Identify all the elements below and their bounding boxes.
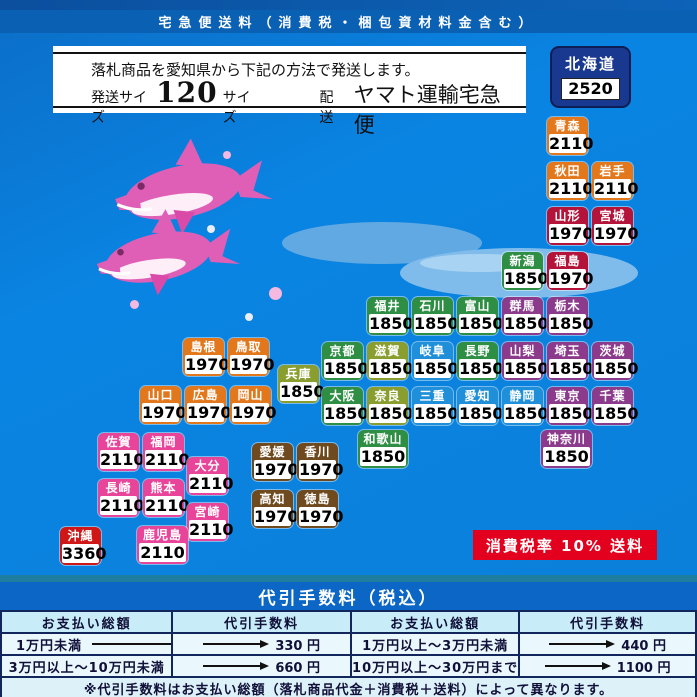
arrow-lead-line [92,643,172,645]
fee-text: 440 円 [621,638,666,654]
cod-table-header-row: お支払い総額 代引手数料 お支払い総額 代引手数料 [0,610,697,634]
bubble [207,225,215,233]
arrow-icon [544,662,611,670]
shipping-info-box: 落札商品を愛知県から下記の方法で発送します。 発送サイズ 120 サイズ 配送 … [53,46,526,138]
col-header: 代引手数料 [171,610,352,634]
col-header: お支払い総額 [0,610,174,634]
range-text: 10万円以上～30万円まで [352,660,519,676]
carrier-value: ヤマト運輸宅急便 [353,83,501,137]
cod-table-note-row: ※代引手数料はお支払い総額（落札商品代金＋消費税＋送料）によって異なります。 [0,676,697,697]
dolphins-illustration [95,137,275,297]
cod-fee-title: 代引手数料（税込） [0,582,697,610]
info-rule-top [53,52,526,54]
arrow-icon [203,640,270,648]
shipping-method-line: 発送サイズ 120 サイズ 配送 ヤマト運輸宅急便 [91,76,511,138]
fee-text: 1100 円 [616,660,671,676]
fee-cell: 1100 円 [518,654,697,678]
cod-table-row: 3万円以上～10万円未満 660 円 10万円以上～30万円まで 1100 円 [0,654,697,678]
fee-text: 330 円 [275,638,320,654]
fee-cell: 660 円 [171,654,352,678]
arrow-icon [203,662,270,670]
fee-cell: 440 円 [518,632,697,656]
pref-price: 2520 [561,78,620,100]
range-cell: 10万円以上～30万円まで [349,654,521,678]
splash-highlight [420,254,540,272]
size-value: 120 [156,76,218,109]
fee-cell: 330 円 [171,632,352,656]
top-strip [0,0,697,10]
size-suffix: サイズ [222,90,251,126]
bubble [130,300,139,309]
bubble [245,313,253,321]
range-text: 3万円以上～10万円未満 [8,660,165,676]
cod-note: ※代引手数料はお支払い総額（落札商品代金＋消費税＋送料）によって異なります。 [0,676,697,697]
bubble [269,287,282,300]
col-header: お支払い総額 [349,610,521,634]
pref-name: 北海道 [564,55,616,73]
bubble [223,151,231,159]
range-text: 1万円以上～3万円未満 [362,638,509,654]
range-cell: 3万円以上～10万円未満 [0,654,174,678]
shipping-origin-text: 落札商品を愛知県から下記の方法で発送します。 [91,61,420,79]
range-text: 1万円未満 [16,638,83,654]
cod-fee-table: お支払い総額 代引手数料 お支払い総額 代引手数料 1万円未満 330 円 1万… [0,610,697,697]
carrier-label: 配送 [319,90,334,126]
divider-strip [0,575,697,582]
fee-text: 660 円 [275,660,320,676]
size-label: 発送サイズ [91,90,147,126]
tax-rate-badge: 消費税率 10% 送料 [473,530,657,560]
page-title: 宅急便送料（消費税・梱包資材料金含む） [0,10,697,33]
pref-box-hokkaido: 北海道 2520 [550,46,631,108]
range-cell: 1万円以上～3万円未満 [349,632,521,656]
range-cell: 1万円未満 [0,632,174,656]
arrow-icon [549,640,616,648]
info-rule-bottom [53,106,526,108]
cod-table-row: 1万円未満 330 円 1万円以上～3万円未満 440 円 [0,632,697,656]
col-header: 代引手数料 [518,610,697,634]
